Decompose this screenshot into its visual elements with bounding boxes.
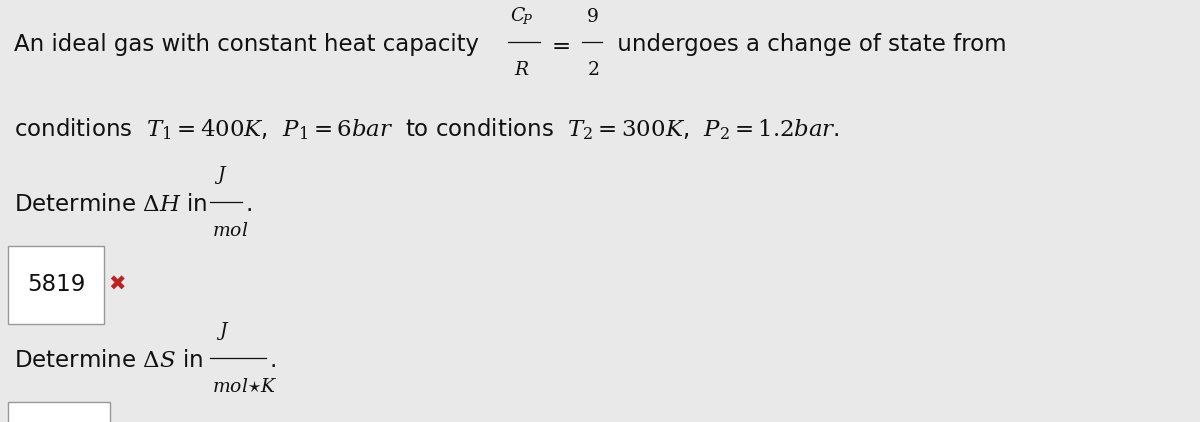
Text: conditions  $T_1 = 400K$,  $P_1 = 6bar$  to conditions  $T_2 = 300K$,  $P_2 = 1.: conditions $T_1 = 400K$, $P_1 = 6bar$ to… (14, 116, 840, 141)
Text: .: . (270, 349, 277, 372)
Text: $2$: $2$ (587, 60, 599, 79)
FancyBboxPatch shape (8, 402, 110, 422)
Text: $mol{\star}K$: $mol{\star}K$ (212, 377, 277, 396)
Text: $J$: $J$ (214, 164, 227, 186)
Text: Determine $\Delta H$ in: Determine $\Delta H$ in (14, 193, 210, 216)
Text: 5819: 5819 (28, 273, 85, 296)
Text: $R$: $R$ (514, 60, 529, 79)
Text: $9$: $9$ (586, 7, 599, 26)
Text: Determine $\Delta S$ in: Determine $\Delta S$ in (14, 349, 205, 372)
Text: .: . (246, 193, 253, 216)
Text: An ideal gas with constant heat capacity: An ideal gas with constant heat capacity (14, 33, 487, 56)
Text: ✖: ✖ (108, 275, 126, 295)
Text: $=$: $=$ (547, 33, 570, 56)
Text: $C_{\!P}$: $C_{\!P}$ (510, 5, 533, 26)
Text: $mol$: $mol$ (212, 221, 248, 240)
Text: $J$: $J$ (216, 320, 229, 342)
Text: undergoes a change of state from: undergoes a change of state from (610, 33, 1007, 56)
FancyBboxPatch shape (8, 246, 104, 324)
